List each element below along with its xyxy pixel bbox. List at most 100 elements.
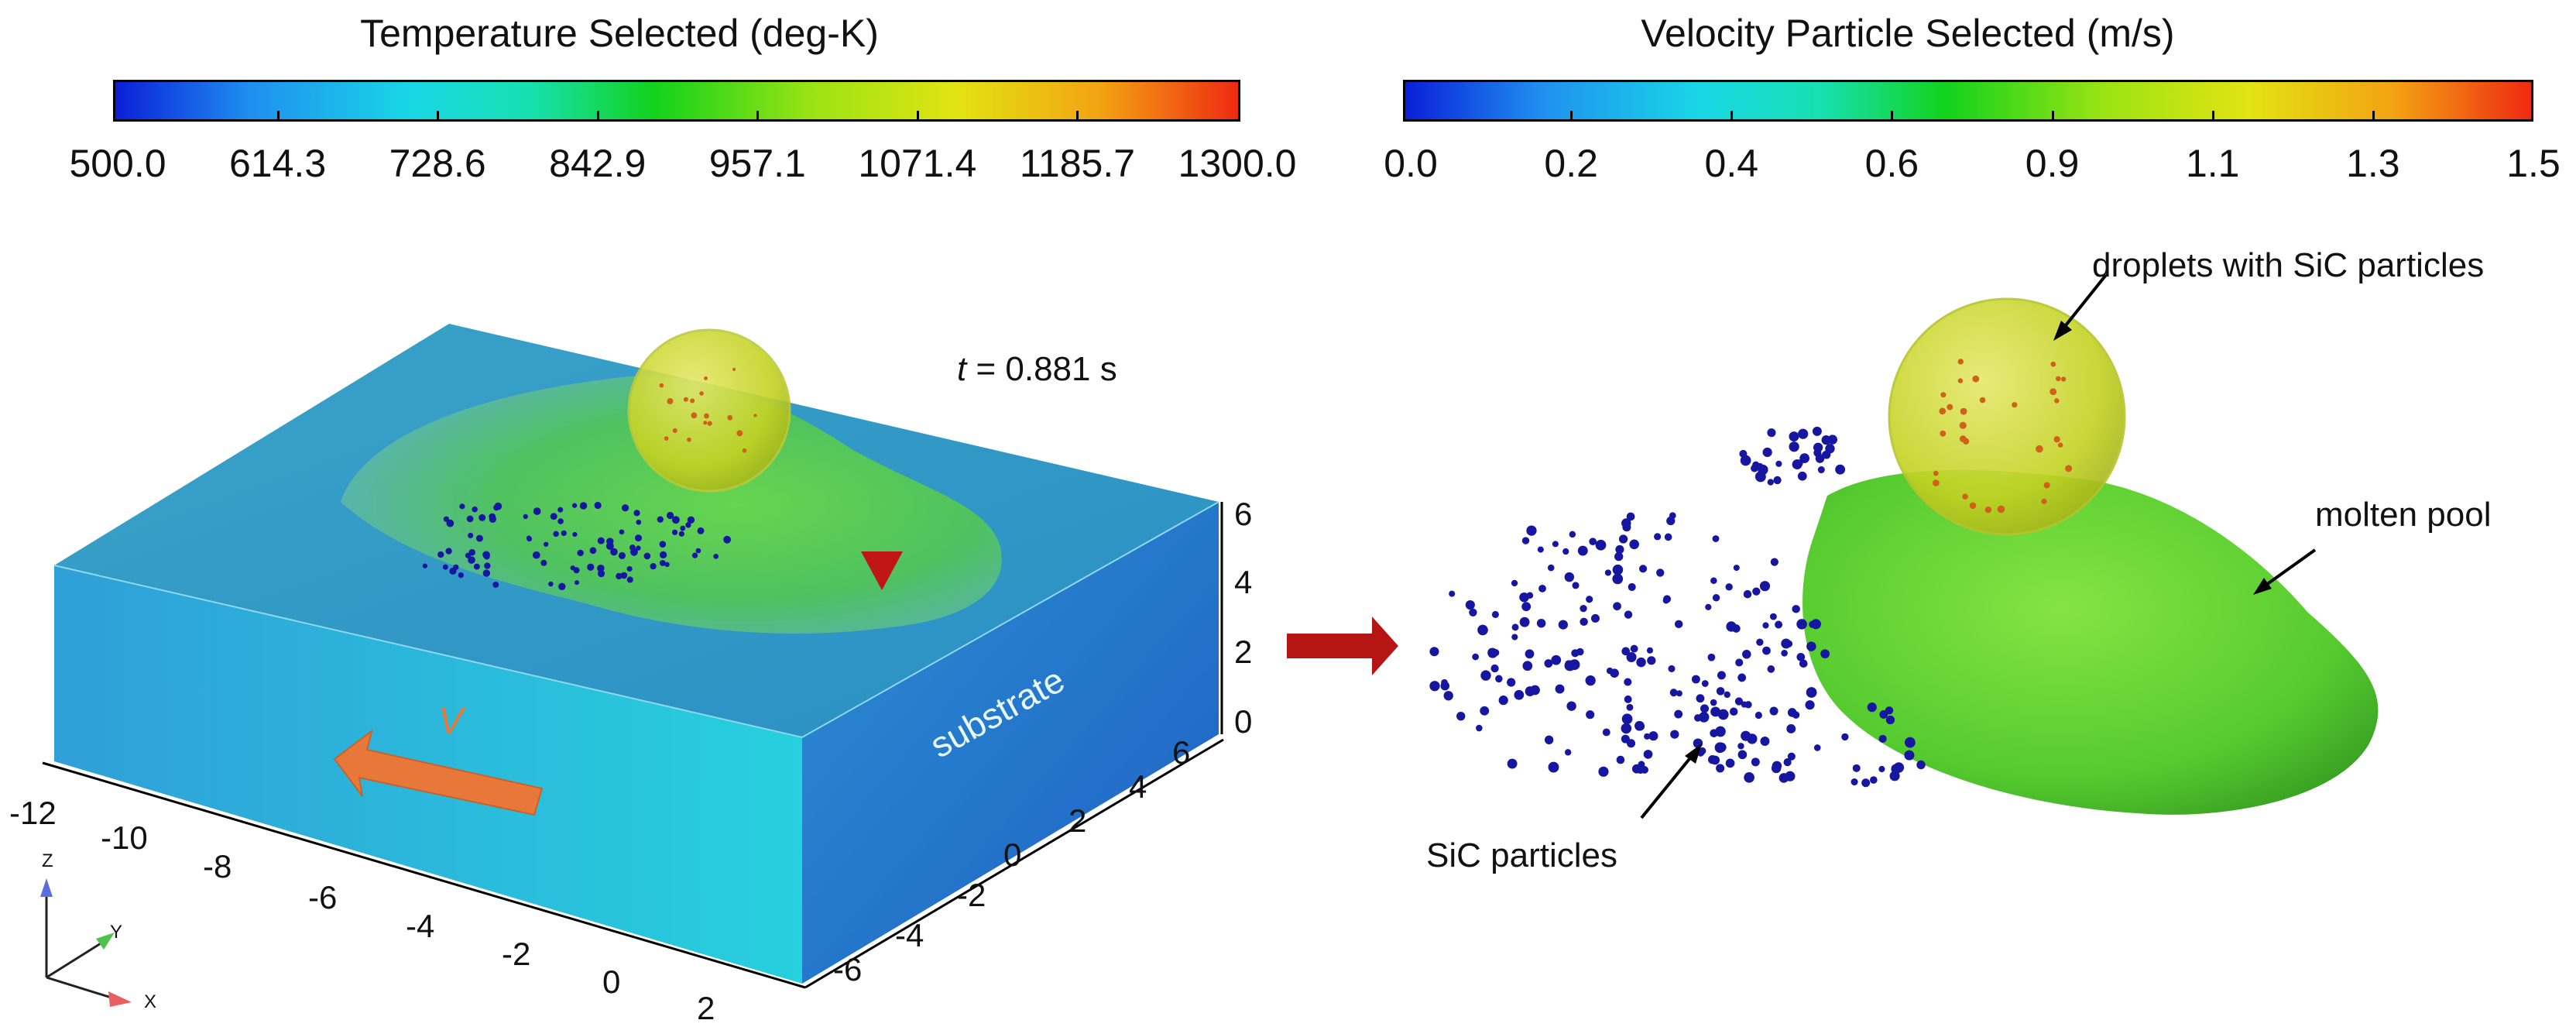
- sic-particle: [1615, 544, 1624, 554]
- velocity-tick-label: 1.5: [2506, 142, 2561, 185]
- sic-particle-hot: [1959, 421, 1967, 429]
- sic-particle: [713, 554, 719, 559]
- sic-particle: [1867, 702, 1877, 713]
- x-axis-tick-label: 2: [697, 990, 715, 1026]
- sic-particle: [489, 515, 496, 523]
- sic-particle: [1626, 703, 1634, 711]
- sic-particle: [572, 531, 578, 538]
- sic-particle: [1707, 653, 1716, 661]
- temperature-tick-label: 614.3: [229, 142, 327, 185]
- sic-particle: [1835, 464, 1846, 475]
- sic-particle: [659, 560, 666, 566]
- molten-pool-left: [341, 376, 1002, 634]
- sic-particle-hot: [672, 428, 677, 434]
- sic-particle-hot: [1940, 392, 1947, 398]
- sic-particle: [1580, 604, 1587, 613]
- sic-particle: [1626, 512, 1635, 521]
- sic-particle: [1752, 587, 1761, 596]
- sic-particle: [685, 522, 691, 528]
- temperature-tick-label: 1185.7: [1019, 142, 1136, 185]
- sic-particle: [1734, 697, 1744, 706]
- sic-particle: [1636, 722, 1645, 731]
- sic-particle: [1852, 764, 1861, 772]
- sic-particle: [1762, 622, 1769, 629]
- sic-particle: [1670, 730, 1679, 739]
- sic-particle: [1548, 761, 1559, 773]
- temperature-colorbar-title: Temperature Selected (deg-K): [360, 12, 879, 55]
- sic-particle: [1773, 476, 1782, 485]
- sic-particle-hot: [753, 414, 757, 417]
- sic-particle: [1792, 711, 1800, 719]
- sic-particle: [570, 565, 575, 571]
- sic-particle: [532, 551, 540, 559]
- axis-z-label: Z: [42, 850, 53, 871]
- sic-particle-hot: [2057, 442, 2063, 448]
- sic-particle: [445, 548, 452, 555]
- sic-particle: [1737, 750, 1748, 760]
- sic-particle: [1551, 654, 1562, 665]
- sic-particle: [1817, 466, 1825, 474]
- sic-particle: [1676, 690, 1682, 697]
- sic-particle: [1795, 459, 1803, 468]
- sic-particle: [540, 559, 547, 566]
- sic-particle: [557, 518, 564, 524]
- sic-particle: [1441, 678, 1448, 686]
- axis-y-label: Y: [110, 922, 123, 943]
- sic-particle: [468, 532, 474, 539]
- x-axis-tick-label: -4: [406, 908, 435, 944]
- sic-particle: [1629, 539, 1639, 550]
- sic-particle: [484, 562, 491, 569]
- sic-particle: [1511, 623, 1519, 631]
- sic-particle: [1725, 583, 1733, 591]
- sic-particle: [1813, 744, 1821, 751]
- sic-particle: [1571, 649, 1580, 658]
- sic-particle-hot: [1962, 493, 1968, 500]
- sic-particle: [1693, 714, 1702, 722]
- sic-particle: [1767, 665, 1775, 673]
- temperature-tick-mark: [276, 111, 280, 122]
- sic-particle-hot: [667, 398, 674, 404]
- sic-particle-hot: [2060, 376, 2067, 382]
- sic-particle: [657, 516, 664, 523]
- sic-particle: [1641, 766, 1649, 774]
- sic-particle: [619, 529, 625, 535]
- sic-particle: [1820, 649, 1830, 659]
- temperature-tick-mark: [916, 111, 919, 122]
- sic-particle-hot: [687, 437, 691, 442]
- sic-particle: [1825, 444, 1835, 454]
- sic-particle: [1698, 712, 1710, 723]
- sic-particle-hot: [1960, 407, 1967, 415]
- sic-particle: [598, 570, 605, 578]
- sic-particle: [605, 542, 614, 550]
- sic-particle: [1815, 454, 1825, 463]
- temperature-tick-label: 957.1: [708, 142, 806, 185]
- sic-particle: [1616, 755, 1625, 764]
- sic-particle-hot: [704, 376, 708, 380]
- sic-particle: [629, 544, 636, 551]
- temperature-tick-label: 728.6: [389, 142, 486, 185]
- sic-particle: [553, 531, 559, 538]
- sic-particle: [1631, 764, 1641, 774]
- sic-particle-hot: [703, 421, 708, 425]
- sic-particle: [422, 563, 428, 568]
- sic-particle: [1767, 428, 1776, 438]
- sic-particle: [1691, 675, 1700, 684]
- sic-particle: [550, 513, 557, 520]
- sic-particle-hot: [1984, 507, 1992, 514]
- sic-particle: [1674, 620, 1683, 629]
- sic-particle: [1621, 647, 1631, 656]
- sic-particle: [1740, 455, 1751, 466]
- sic-particle: [1664, 533, 1672, 541]
- sic-particle: [1564, 749, 1572, 756]
- sic-particle-hot: [707, 421, 712, 426]
- sic-particle: [1812, 426, 1822, 436]
- transition-arrow: [1287, 617, 1398, 675]
- sic-particle-hot: [1997, 505, 2005, 514]
- sic-particle: [678, 531, 684, 537]
- sic-particle-hot: [732, 367, 736, 372]
- sic-particles-right: [1429, 359, 2073, 788]
- sic-particle-hot: [736, 430, 743, 437]
- sic-particle: [1796, 652, 1806, 661]
- sic-particle: [643, 552, 651, 560]
- sic-particle: [1743, 589, 1752, 599]
